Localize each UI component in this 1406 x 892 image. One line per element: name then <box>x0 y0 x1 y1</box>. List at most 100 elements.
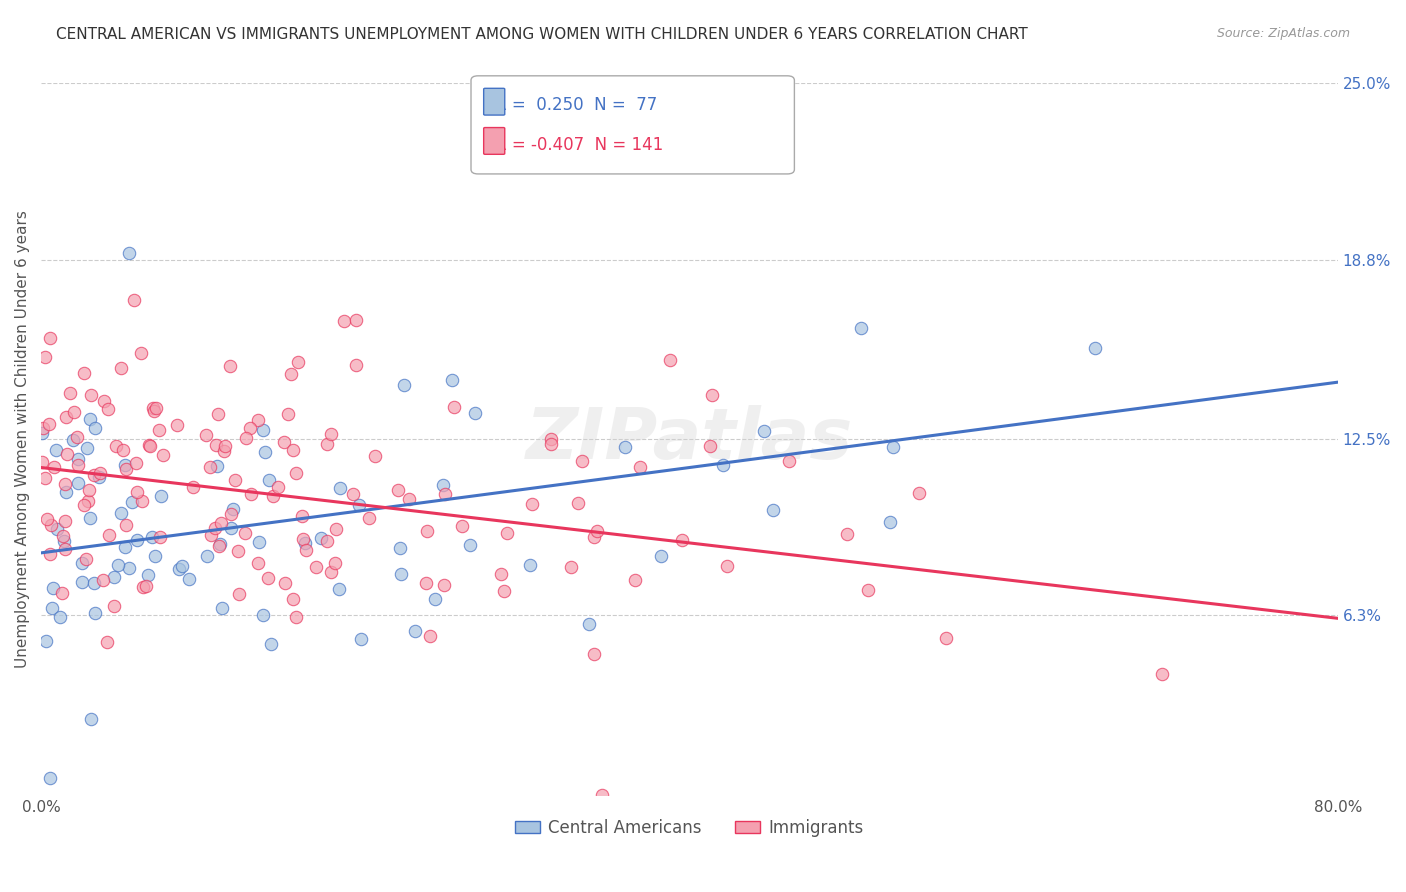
Point <box>591 788 613 802</box>
Point <box>233 526 256 541</box>
Point <box>224 473 246 487</box>
Point <box>46 522 69 536</box>
Point <box>333 314 356 328</box>
Point <box>347 498 370 512</box>
Point <box>221 521 243 535</box>
Point <box>364 449 387 463</box>
Point <box>131 346 153 360</box>
Point <box>440 373 463 387</box>
Point <box>39 331 62 345</box>
Point <box>167 562 190 576</box>
Point <box>325 556 347 570</box>
Point <box>344 313 367 327</box>
Point <box>443 401 465 415</box>
Point <box>228 587 250 601</box>
Point <box>179 572 201 586</box>
Point <box>204 438 226 452</box>
Point <box>31 455 53 469</box>
Point <box>716 558 738 573</box>
Point <box>295 542 318 557</box>
Point <box>389 566 412 581</box>
Point <box>415 576 437 591</box>
Point <box>1150 667 1173 681</box>
Point <box>935 632 957 646</box>
Point <box>613 440 636 454</box>
Point <box>702 388 724 402</box>
Point <box>273 434 295 449</box>
Point <box>103 570 125 584</box>
Point <box>195 549 218 563</box>
Point <box>52 534 75 549</box>
Point <box>141 530 163 544</box>
Point <box>344 358 367 372</box>
Point <box>398 492 420 507</box>
Point <box>62 433 84 447</box>
Point <box>277 407 299 421</box>
Point <box>280 367 302 381</box>
Point <box>148 424 170 438</box>
Point <box>121 495 143 509</box>
Point <box>520 497 543 511</box>
Point <box>208 536 231 550</box>
Point <box>450 518 472 533</box>
Point <box>204 521 226 535</box>
Point <box>211 600 233 615</box>
Point <box>51 585 73 599</box>
Legend: Central Americans, Immigrants: Central Americans, Immigrants <box>509 812 870 843</box>
Point <box>79 510 101 524</box>
Point <box>53 514 76 528</box>
Point <box>908 486 931 500</box>
Point <box>118 560 141 574</box>
Point <box>115 462 138 476</box>
Point <box>103 599 125 613</box>
Point <box>222 502 245 516</box>
Point <box>110 506 132 520</box>
Point <box>73 366 96 380</box>
Point <box>35 512 58 526</box>
Point <box>52 529 75 543</box>
Point <box>41 600 63 615</box>
Point <box>882 440 904 454</box>
Point <box>257 473 280 487</box>
Point <box>624 573 647 587</box>
Point <box>387 483 409 497</box>
Point <box>76 494 98 508</box>
Point <box>83 468 105 483</box>
Point <box>114 540 136 554</box>
Point <box>321 565 343 579</box>
Point <box>59 385 82 400</box>
Point <box>285 610 308 624</box>
Point <box>388 541 411 555</box>
Point <box>83 575 105 590</box>
Point <box>586 524 609 539</box>
Point <box>328 582 350 596</box>
Text: ZIPatlas: ZIPatlas <box>526 405 853 474</box>
Point <box>45 443 67 458</box>
Point <box>209 516 232 530</box>
Point <box>235 431 257 445</box>
Point <box>434 486 457 500</box>
Point <box>66 430 89 444</box>
Point <box>699 440 721 454</box>
Point <box>285 466 308 480</box>
Point <box>207 407 229 421</box>
Point <box>56 446 79 460</box>
Point <box>291 508 314 523</box>
Point <box>260 637 283 651</box>
Point <box>416 524 439 538</box>
Point <box>423 592 446 607</box>
Point <box>252 423 274 437</box>
Point <box>239 421 262 435</box>
Point <box>464 406 486 420</box>
Point <box>131 580 153 594</box>
Point <box>267 480 290 494</box>
Point <box>75 551 97 566</box>
Point <box>752 424 775 438</box>
Point <box>247 557 270 571</box>
Point <box>560 559 582 574</box>
Point <box>149 530 172 544</box>
Point <box>112 442 135 457</box>
Point <box>138 439 160 453</box>
Point <box>73 499 96 513</box>
Point <box>41 581 63 595</box>
